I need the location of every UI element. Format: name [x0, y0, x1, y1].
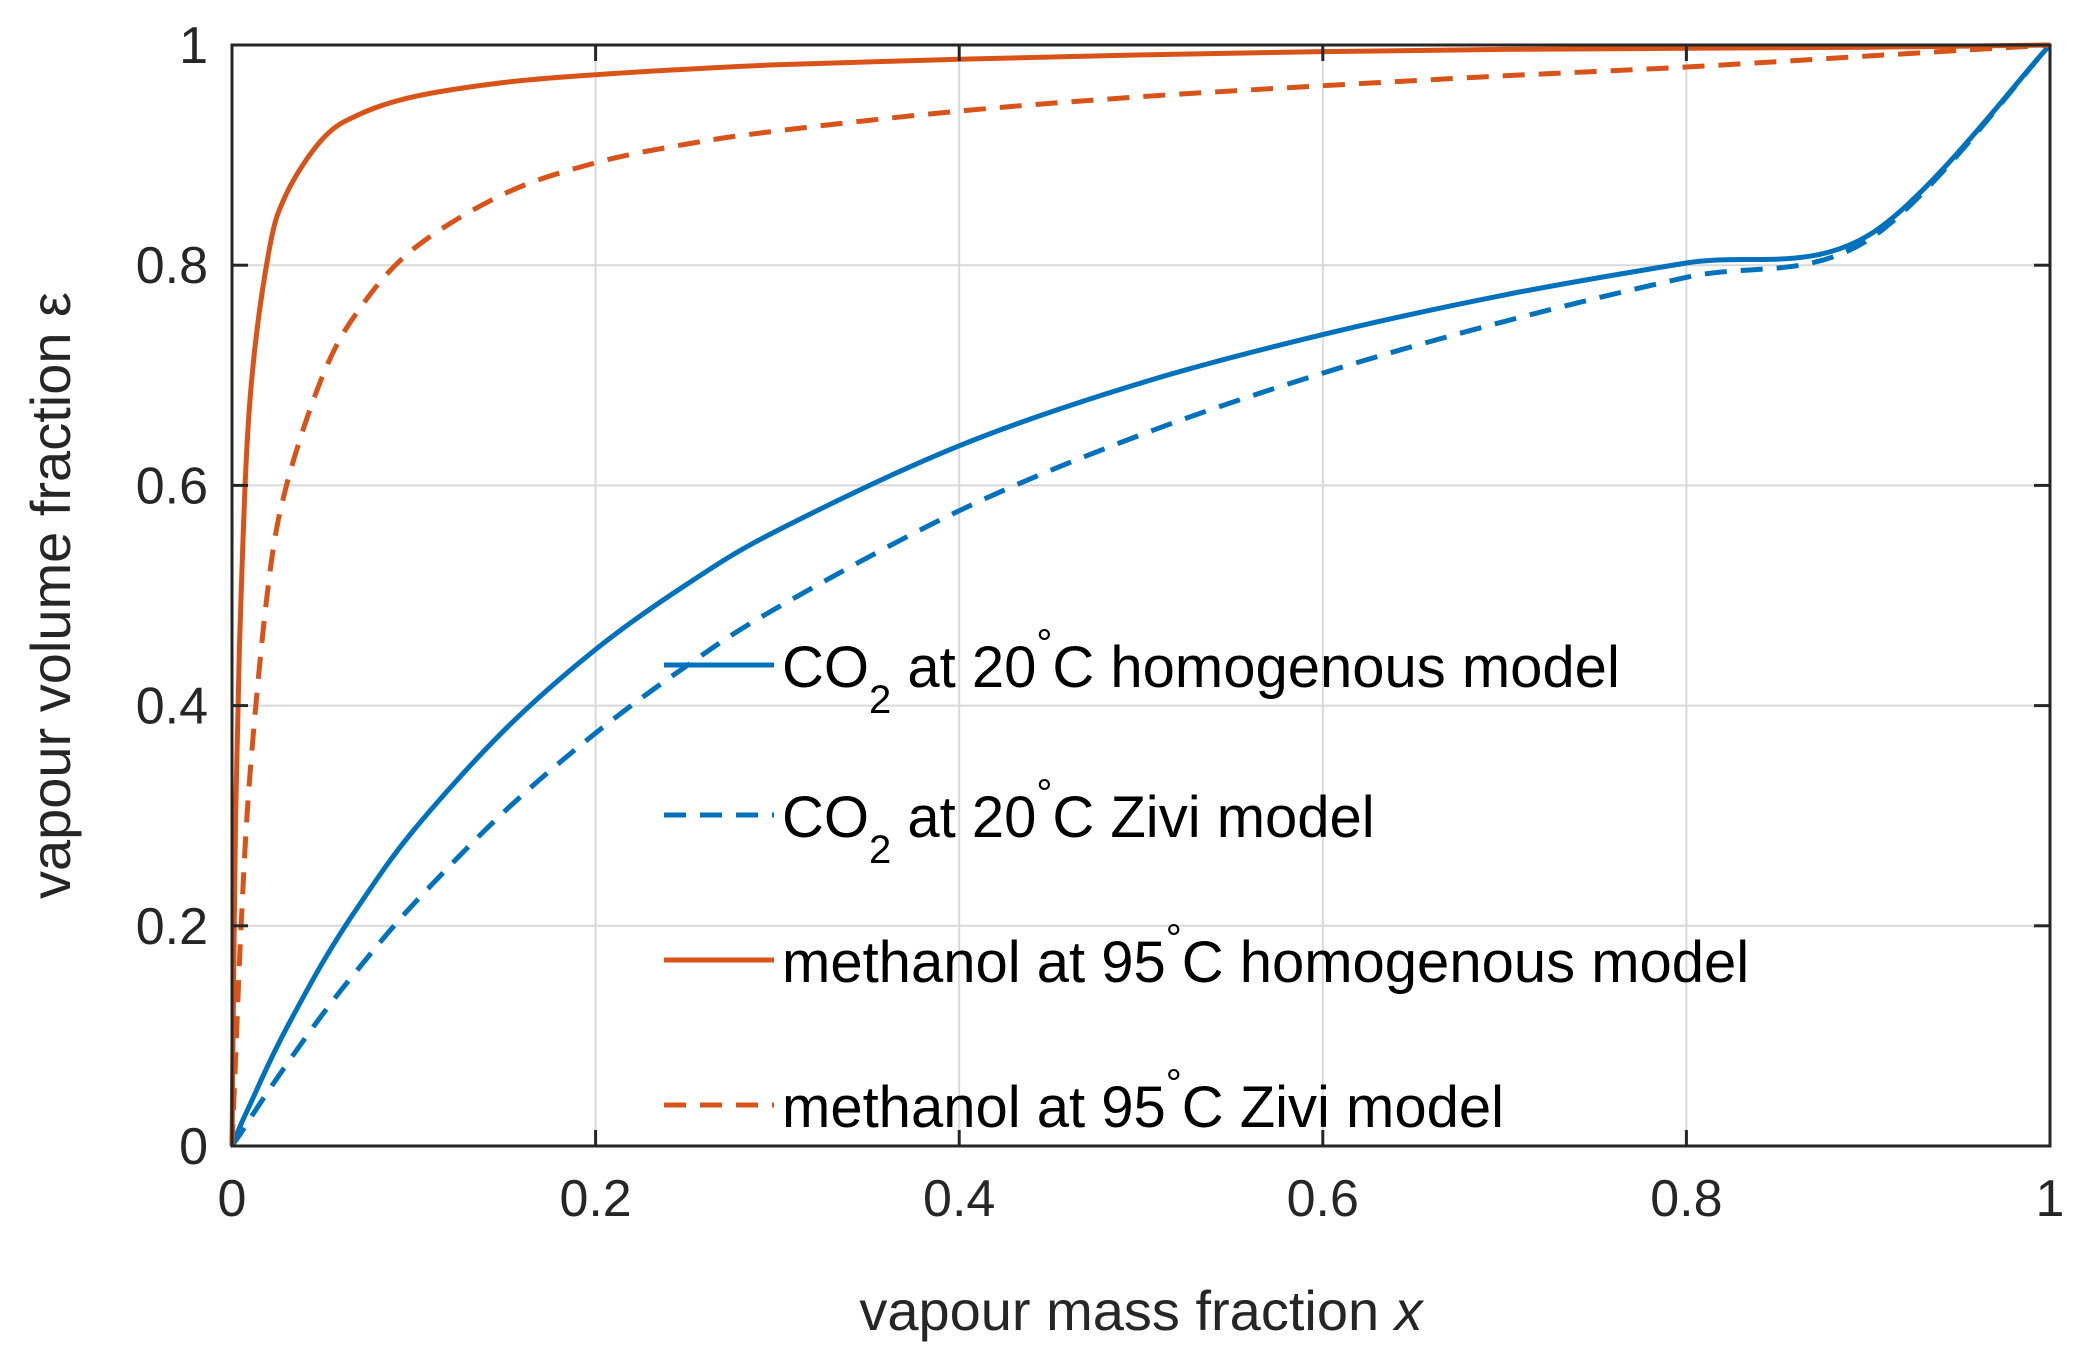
- x-tick-label: 0.4: [923, 1170, 995, 1228]
- plot-frame: [230, 43, 2052, 1148]
- x-tick-label: 0.6: [1287, 1170, 1359, 1228]
- y-axis-label: vapour volume fraction ε: [19, 292, 82, 899]
- x-tick-label: 0.2: [559, 1170, 631, 1228]
- legend-label-1: CO2 at 20°C homogenous model: [782, 622, 1620, 722]
- y-tick-label: 0.8: [136, 237, 208, 295]
- x-tick-label: 1: [2036, 1170, 2065, 1228]
- series-layer: [229, 42, 2052, 1148]
- axis-ticks: 0 0.2 0.4 0.6 0.8 1 0 0.2 0.4 0.6 0.8 1: [136, 17, 2065, 1228]
- y-tick-label: 0: [179, 1118, 208, 1176]
- x-axis-label: vapour mass fraction x: [859, 1279, 1424, 1342]
- x-tick-label: 0: [218, 1170, 247, 1228]
- y-tick-label: 0.4: [136, 678, 208, 736]
- legend-label-3: methanol at 95°C homogenous model: [782, 917, 1749, 995]
- y-tick-label: 1: [179, 17, 208, 75]
- legend-label-4: methanol at 95°C Zivi model: [782, 1062, 1504, 1140]
- series-line-4: [229, 42, 2051, 1147]
- legend: CO2 at 20°C homogenous model CO2 at 20°C …: [664, 622, 1749, 1140]
- grid-lines: [232, 45, 2050, 1146]
- series-line-1: [229, 43, 2052, 1147]
- legend-label-2: CO2 at 20°C Zivi model: [782, 772, 1375, 872]
- y-tick-label: 0.2: [136, 898, 208, 956]
- series-line-2: [229, 43, 2052, 1148]
- y-tick-label: 0.6: [136, 457, 208, 515]
- series-line-3: [229, 42, 2051, 1147]
- x-tick-label: 0.8: [1650, 1170, 1722, 1228]
